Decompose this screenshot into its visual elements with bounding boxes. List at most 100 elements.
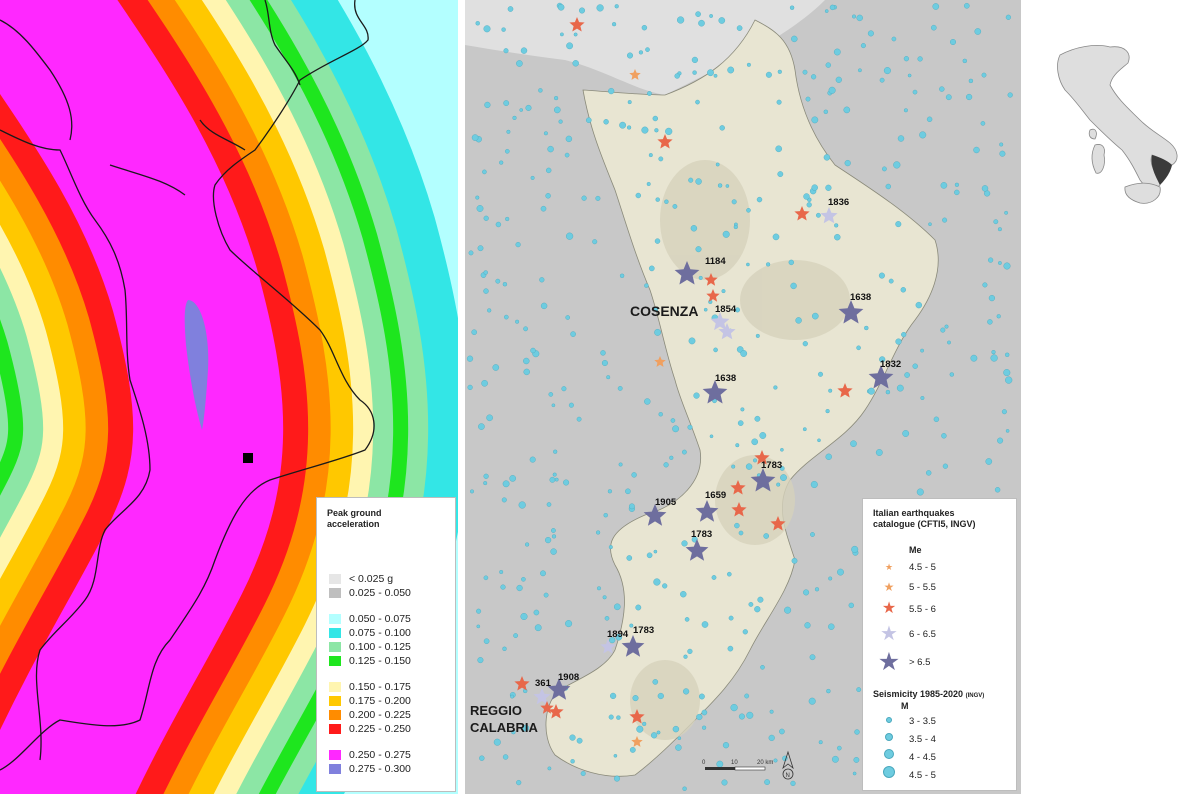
- seismicity-dot: [745, 463, 753, 470]
- earthquake-star: [770, 516, 786, 531]
- seismicity-dot: [987, 319, 993, 325]
- seismicity-dot: [768, 734, 775, 742]
- seismicity-dot: [779, 728, 785, 735]
- seismicity-dot: [867, 30, 874, 37]
- seismicity-dot: [826, 688, 831, 694]
- seismicity-dot-icon: [884, 749, 894, 759]
- earthquake-star: [621, 635, 645, 657]
- seismicity-dot: [996, 314, 1001, 319]
- seismicity-dot: [930, 24, 937, 31]
- seismicity-dot: [501, 497, 507, 503]
- seismicity-dot: [818, 740, 823, 745]
- earthquake-star: [704, 273, 718, 286]
- seismicity-dot: [603, 513, 608, 518]
- seismicity-dot: [942, 217, 948, 223]
- magnitude-legend-row: ★ 6 - 6.5: [877, 624, 936, 644]
- seismicity-dot: [698, 693, 705, 700]
- pga-legend-row: 0.175 - 0.200: [329, 695, 411, 707]
- seismicity-dot: [808, 697, 816, 705]
- seismicity-dot: [817, 438, 821, 443]
- seismicity-dot: [687, 424, 693, 430]
- seismicity-dot: [502, 754, 509, 760]
- seismicity-dot: [825, 62, 831, 68]
- seismicity-dot: [553, 95, 559, 101]
- seismicity-dot: [1001, 409, 1007, 415]
- seismicity-dot: [663, 462, 669, 468]
- seismicity-dot: [811, 184, 818, 191]
- earthquake-star: [794, 206, 810, 221]
- seismicity-dot: [760, 665, 765, 670]
- year-label: 1894: [607, 629, 629, 640]
- seismicity-dot: [638, 50, 643, 55]
- pga-legend-box: Peak ground acceleration < 0.025 g 0.025 …: [316, 497, 456, 792]
- seismicity-dot: [651, 732, 658, 739]
- seismicity-dot: [702, 725, 707, 730]
- seismicity-dot: [746, 62, 751, 67]
- seismicity-dot: [646, 91, 652, 96]
- seismicity-dot: [495, 221, 502, 228]
- seismicity-dot: [722, 742, 730, 749]
- seismicity-dot: [853, 757, 860, 763]
- seismicity-dot: [662, 583, 668, 589]
- seismicity-dot: [772, 233, 780, 241]
- seismicity-dot: [802, 69, 808, 75]
- seismicity-dot: [523, 326, 528, 332]
- seismicity-dot: [493, 738, 501, 746]
- seismicity-dot: [653, 549, 658, 554]
- seismicity-dot: [719, 125, 725, 131]
- seismicity-dot: [740, 407, 745, 412]
- seismicity-dot: [784, 606, 792, 614]
- year-label: 1783: [691, 529, 712, 540]
- seismicity-dot: [947, 340, 951, 345]
- seismicity-dot: [883, 67, 891, 75]
- seismicity-dot: [547, 766, 552, 771]
- seismicity-dot: [834, 223, 839, 228]
- seismicity-dot: [492, 364, 500, 371]
- seismicity-dot: [828, 388, 833, 393]
- seismicity-header: M: [901, 701, 909, 711]
- seismicity-dot: [672, 203, 678, 209]
- seismicity-dot: [751, 438, 759, 446]
- seismicity-dot: [530, 175, 535, 180]
- seismicity-dot: [998, 261, 1002, 265]
- year-label: 1184: [705, 256, 726, 267]
- seismicity-dot: [776, 99, 782, 105]
- seismicity-dot: [518, 501, 526, 509]
- seismicity-dot: [516, 584, 523, 592]
- year-label: 1783: [633, 625, 654, 636]
- seismicity-dot: [557, 4, 565, 11]
- seismicity-dot: [974, 28, 982, 35]
- seismicity-dot: [664, 199, 669, 204]
- seismicity-dot: [737, 420, 744, 426]
- hazard-bands: [0, 0, 458, 794]
- seismicity-dot: [603, 119, 609, 125]
- seismicity-dot: [885, 183, 891, 190]
- seismicity-dot: [744, 693, 750, 699]
- seismicity-dot: [728, 615, 734, 621]
- seismicity-dot: [823, 154, 831, 161]
- seismicity-dot: [901, 332, 907, 338]
- seismicity-dot: [912, 89, 918, 95]
- seismicity-dot: [973, 146, 980, 154]
- seismicity-dot: [475, 195, 480, 200]
- seismicity-dot: [746, 262, 750, 267]
- pga-legend-row: 0.150 - 0.175: [329, 681, 411, 693]
- seismicity-dot: [505, 148, 510, 154]
- station-marker: [243, 453, 253, 463]
- seismicity-dot: [713, 73, 718, 78]
- seismicity-dot: [482, 169, 487, 175]
- seismicity-dot: [516, 60, 523, 67]
- pga-legend-label: 0.025 - 0.050: [349, 587, 411, 599]
- seismicity-dot: [522, 724, 530, 732]
- pga-legend-title: Peak ground acceleration: [327, 508, 382, 530]
- earthquake-star: [548, 704, 564, 719]
- seismicity-dot: [513, 633, 518, 638]
- seismicity-dot: [645, 47, 650, 52]
- seismicity-dot: [600, 350, 606, 356]
- seismicity-dot: [867, 387, 875, 395]
- year-label: 1854: [715, 304, 737, 315]
- seismicity-dot: [627, 100, 632, 105]
- seismicity-dot: [1003, 262, 1011, 270]
- seismicity-dot: [766, 262, 771, 267]
- seismicity-dot: [776, 482, 781, 487]
